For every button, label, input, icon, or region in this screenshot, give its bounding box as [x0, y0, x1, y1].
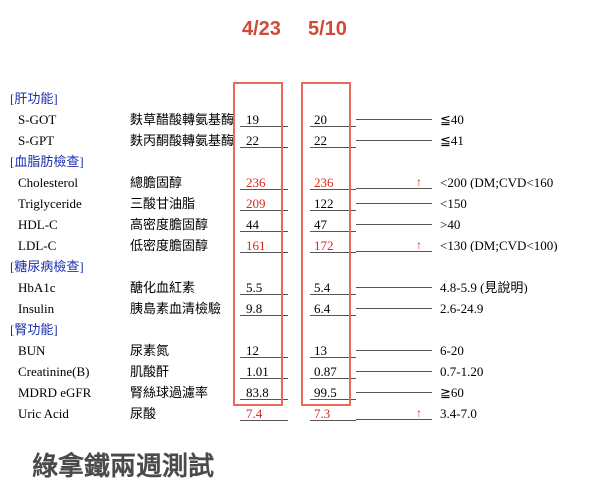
trend-arrow: ↑ — [356, 239, 432, 252]
test-name-zh: 麩草醋酸轉氨基酶 — [130, 113, 240, 126]
test-code: Uric Acid — [8, 407, 130, 420]
test-name-zh: 尿酸 — [130, 407, 240, 420]
trend-arrow — [356, 350, 432, 351]
value-date1: 209 — [240, 197, 288, 211]
lab-row: Uric Acid尿酸7.4 7.3↑3.4-7.0 — [8, 403, 592, 424]
trend-arrow — [356, 224, 432, 225]
section-label: [肝功能] — [8, 88, 592, 109]
trend-arrow — [356, 119, 432, 120]
lab-row: MDRD eGFR腎絲球過濾率83.8 99.5 ≧60 — [8, 382, 592, 403]
trend-arrow — [356, 392, 432, 393]
value-date2: 122 — [310, 197, 356, 211]
value-date2: 7.3 — [310, 407, 356, 421]
value-date1: 83.8 — [240, 386, 288, 400]
test-name-zh: 總膽固醇 — [130, 176, 240, 189]
lab-row: BUN尿素氮12 13 6-20 — [8, 340, 592, 361]
test-code: HbA1c — [8, 281, 130, 294]
value-date2: 236 — [310, 176, 356, 190]
value-date2: 22 — [310, 134, 356, 148]
test-name-zh: 醣化血紅素 — [130, 281, 240, 294]
trend-arrow — [356, 287, 432, 288]
test-code: S-GPT — [8, 134, 130, 147]
date-col2: 5/10 — [308, 18, 347, 41]
value-date1: 9.8 — [240, 302, 288, 316]
value-date1: 1.01 — [240, 365, 288, 379]
test-code: MDRD eGFR — [8, 386, 130, 399]
trend-arrow: ↑ — [356, 407, 432, 420]
test-code: S-GOT — [8, 113, 130, 126]
value-date2: 0.87 — [310, 365, 356, 379]
date-col1: 4/23 — [242, 18, 281, 41]
reference-range: ≦40 — [432, 113, 592, 126]
lab-row: HbA1c醣化血紅素5.5 5.4 4.8-5.9 (見說明) — [8, 277, 592, 298]
test-name-zh: 三酸甘油脂 — [130, 197, 240, 210]
trend-arrow — [356, 203, 432, 204]
test-code: BUN — [8, 344, 130, 357]
test-code: Insulin — [8, 302, 130, 315]
reference-range: 3.4-7.0 — [432, 407, 592, 420]
trend-arrow: ↑ — [356, 176, 432, 189]
lab-row: HDL-C高密度膽固醇44 47 >40 — [8, 214, 592, 235]
test-name-zh: 肌酸酐 — [130, 365, 240, 378]
test-code: Cholesterol — [8, 176, 130, 189]
lab-row: S-GPT麩丙酮酸轉氨基酶2222≦41 — [8, 130, 592, 151]
value-date2: 20 — [310, 113, 356, 127]
value-date1: 19 — [240, 113, 288, 127]
value-date1: 44 — [240, 218, 288, 232]
lab-row: Cholesterol總膽固醇236236↑<200 (DM;CVD<160 — [8, 172, 592, 193]
value-date1: 5.5 — [240, 281, 288, 295]
value-date2: 172 — [310, 239, 356, 253]
reference-range: <150 — [432, 197, 592, 210]
test-name-zh: 腎絲球過濾率 — [130, 386, 240, 399]
test-code: Triglyceride — [8, 197, 130, 210]
value-date2: 5.4 — [310, 281, 356, 295]
value-date1: 12 — [240, 344, 288, 358]
reference-range: <200 (DM;CVD<160 — [432, 176, 592, 189]
value-date2: 99.5 — [310, 386, 356, 400]
reference-range: 4.8-5.9 (見說明) — [432, 281, 592, 294]
reference-range: 6-20 — [432, 344, 592, 357]
section-label: [糖尿病檢查] — [8, 256, 592, 277]
value-date1: 161 — [240, 239, 288, 253]
section-label: [腎功能] — [8, 319, 592, 340]
lab-row: Creatinine(B)肌酸酐1.01 0.87 0.7-1.20 — [8, 361, 592, 382]
footer-title: 綠拿鐵兩週測試 — [32, 446, 214, 483]
value-date1: 236 — [240, 176, 288, 190]
test-code: LDL-C — [8, 239, 130, 252]
value-date1: 22 — [240, 134, 288, 148]
test-code: HDL-C — [8, 218, 130, 231]
reference-range: 2.6-24.9 — [432, 302, 592, 315]
lab-row: Triglyceride三酸甘油脂209 122 <150 — [8, 193, 592, 214]
reference-range: 0.7-1.20 — [432, 365, 592, 378]
reference-range: ≧60 — [432, 386, 592, 399]
lab-results-table: [肝功能]S-GOT麩草醋酸轉氨基酶1920≦40S-GPT麩丙酮酸轉氨基酶22… — [8, 88, 592, 424]
reference-range: <130 (DM;CVD<100) — [432, 239, 592, 252]
value-date2: 13 — [310, 344, 356, 358]
trend-arrow — [356, 371, 432, 372]
trend-arrow — [356, 308, 432, 309]
test-name-zh: 尿素氮 — [130, 344, 240, 357]
test-name-zh: 高密度膽固醇 — [130, 218, 240, 231]
test-name-zh: 麩丙酮酸轉氨基酶 — [130, 134, 240, 147]
test-name-zh: 胰島素血清檢驗 — [130, 302, 240, 315]
value-date2: 47 — [310, 218, 356, 232]
test-name-zh: 低密度膽固醇 — [130, 239, 240, 252]
lab-row: LDL-C低密度膽固醇161 172↑<130 (DM;CVD<100) — [8, 235, 592, 256]
reference-range: ≦41 — [432, 134, 592, 147]
lab-row: Insulin胰島素血清檢驗9.8 6.4 2.6-24.9 — [8, 298, 592, 319]
reference-range: >40 — [432, 218, 592, 231]
test-code: Creatinine(B) — [8, 365, 130, 378]
value-date2: 6.4 — [310, 302, 356, 316]
lab-row: S-GOT麩草醋酸轉氨基酶19 20 ≦40 — [8, 109, 592, 130]
section-label: [血脂肪檢查] — [8, 151, 592, 172]
trend-arrow — [356, 140, 432, 141]
value-date1: 7.4 — [240, 407, 288, 421]
